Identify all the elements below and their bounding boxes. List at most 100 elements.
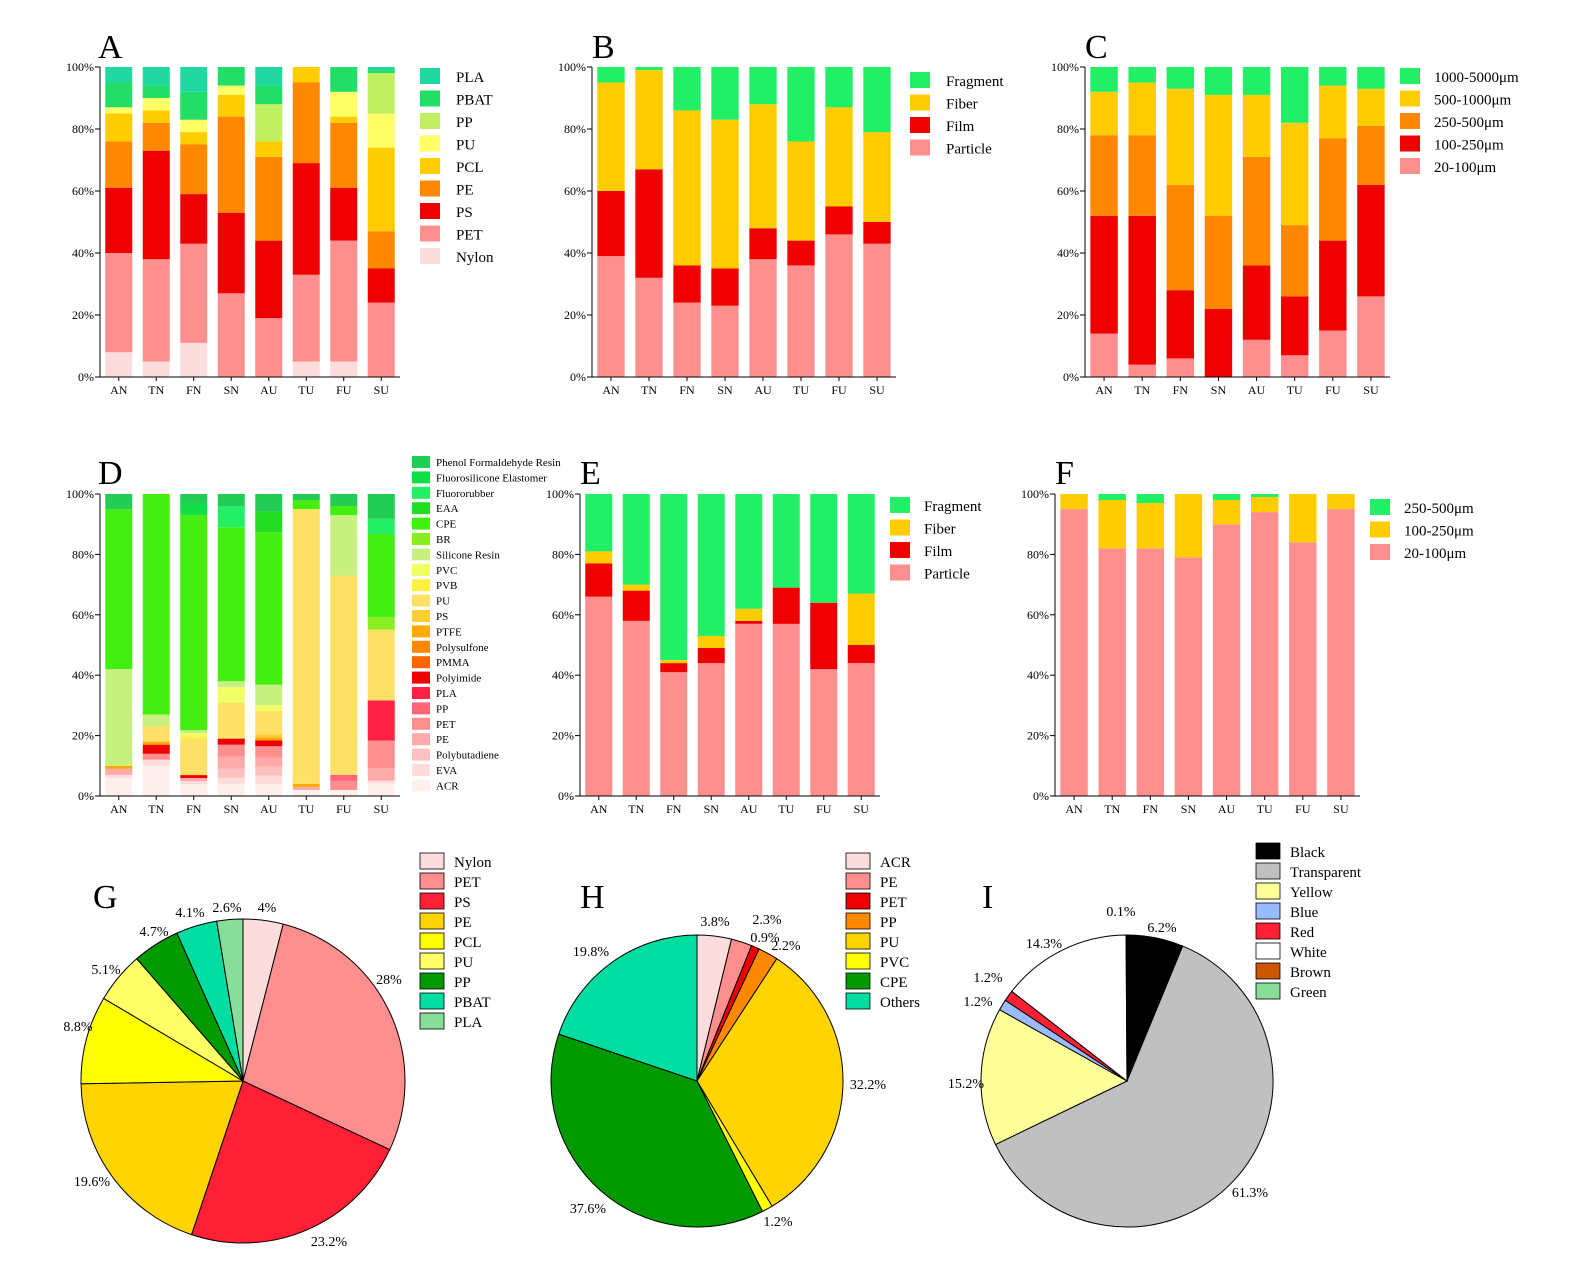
legend-label-500-1000-m: 500-1000μm <box>1434 93 1512 109</box>
bar-segment-particle-su <box>863 243 891 377</box>
bar-segment-pla-fn <box>180 67 208 92</box>
legend-swatch-silicone-resin <box>412 548 430 561</box>
bar-segment-fiber-an <box>597 82 625 191</box>
pie-label-yellow: 15.2% <box>948 1077 985 1092</box>
bar-segment-250-500-m-tu <box>1250 494 1279 498</box>
bar-segment-particle-fn <box>660 672 688 796</box>
bar-segment-fluorosilicone-elastomer-fn <box>180 502 208 515</box>
legend-swatch-particle <box>890 564 910 581</box>
x-tick-label: FU <box>1325 383 1341 397</box>
bar-segment-acr-sn <box>217 783 245 796</box>
panel-a: A AN TN FN SN AU TU FU SU 0% 20% 40% 60% 80% 100% PLA PB… <box>66 29 494 397</box>
x-tick-label: TN <box>628 802 644 816</box>
bar-segment-pet-fu <box>330 780 358 790</box>
y-tick-label: 40% <box>564 246 586 260</box>
bar-segment-pu-su <box>367 113 395 148</box>
bar-segment-20-100-m-fn <box>1166 358 1195 377</box>
bar-segment-film-tu <box>772 587 800 624</box>
legend-label-fragment: Fragment <box>924 499 982 515</box>
legend-swatch-pet <box>420 225 440 242</box>
bar-segment-particle-an <box>585 596 613 796</box>
x-tick-label: TN <box>148 383 164 397</box>
x-tick-label: TN <box>148 802 164 816</box>
bar-segment-phenol-formaldehyde-resin-su <box>367 494 395 519</box>
legend-label-pet: PET <box>456 228 483 244</box>
legend-label-ps: PS <box>454 895 471 911</box>
panel-letter: A <box>98 29 123 66</box>
bar-segment-film-an <box>597 191 625 257</box>
bar-segment-20-100-m-su <box>1357 296 1385 377</box>
x-tick-label: FU <box>816 802 832 816</box>
bar-segment-100-250-m-sn <box>1174 494 1203 558</box>
bar-segment-pu-fn <box>180 119 208 133</box>
bar-segment-pu-an <box>105 107 133 114</box>
bar-segment-pe-an <box>105 768 133 775</box>
bar-segment-film-fn <box>673 265 701 303</box>
bar-segment-pbat-fn <box>180 91 208 120</box>
legend-label-fiber: Fiber <box>946 97 978 113</box>
legend-label-pvc: PVC <box>880 955 909 971</box>
bar-segment-20-100-m-au <box>1212 524 1241 796</box>
pie-label-acr: 3.8% <box>700 915 730 930</box>
legend-label-250-500-m: 250-500μm <box>1434 115 1504 131</box>
legend-swatch-green <box>1255 982 1281 1000</box>
pie-label-pp: 4.7% <box>139 925 169 940</box>
legend-label-100-250-m: 100-250μm <box>1434 138 1504 154</box>
legend-label-pe: PE <box>454 915 472 931</box>
bar-segment-ptfe-au <box>255 737 283 741</box>
bar-segment-eva-fn <box>180 781 208 785</box>
pie-slice-pe <box>80 1080 244 1236</box>
bar-segment-particle-tn <box>622 620 650 796</box>
legend-swatch-fragment <box>910 72 930 88</box>
panel-letter: G <box>93 879 118 916</box>
legend-swatch-ps <box>420 203 440 219</box>
bar-segment-100-250-m-fn <box>1136 503 1165 549</box>
bar-segment-fluororubber-sn <box>217 506 245 528</box>
bar-segment-500-1000-m-fn <box>1166 88 1195 185</box>
bar-segment-pe-an <box>105 141 133 188</box>
pie-label-pu: 32.2% <box>850 1078 887 1093</box>
bar-segment-phenol-formaldehyde-resin-fn <box>180 494 208 503</box>
panel-letter: B <box>592 29 615 66</box>
bar-segment-ps-an <box>105 187 133 253</box>
legend-swatch-20-100-m <box>1370 544 1390 560</box>
x-tick-label: SN <box>704 802 720 816</box>
bar-segment-ps-fu <box>330 187 358 241</box>
bar-segment-pbat-au <box>255 85 283 105</box>
bar-segment-fragment-fu <box>825 67 853 108</box>
bar-segment-pe-tu <box>292 786 320 790</box>
legend-label-pe: PE <box>880 875 898 891</box>
y-tick-label: 80% <box>552 547 574 561</box>
legend-swatch-yellow <box>1255 882 1281 900</box>
bar-segment-pbat-su <box>367 70 395 74</box>
bar-segment-nylon-tu <box>292 361 320 377</box>
bar-segment-pu-tu <box>292 509 320 784</box>
x-tick-label: AU <box>260 383 278 397</box>
pie-slice-pcl <box>80 997 245 1085</box>
bar-segment-20-100-m-tn <box>1128 364 1156 377</box>
x-tick-label: AN <box>1065 802 1083 816</box>
legend-label-pp: PP <box>454 975 471 991</box>
bar-segment-pu-au <box>255 710 283 735</box>
y-tick-label: 40% <box>552 668 574 682</box>
pie-slice-ps <box>190 1080 391 1244</box>
bar-segment-nylon-fn <box>180 342 208 377</box>
x-tick-label: SN <box>717 383 733 397</box>
bar-segment-1000-5000-m-au <box>1242 67 1271 95</box>
x-tick-label: FN <box>666 802 682 816</box>
legend-label-polyimide: Polyimide <box>436 673 481 685</box>
panel-g: G 4% 28% 23.2% 19.6% 8.8% 5.1% 4.7% 4.1% 2.6% Nylo… <box>63 852 492 1250</box>
panel-letter: C <box>1085 29 1108 66</box>
bar-segment-ps-tu <box>292 163 320 275</box>
legend-label-pet: PET <box>880 895 907 911</box>
pie-label-ps: 23.2% <box>311 1235 348 1250</box>
bar-segment-phenol-formaldehyde-resin-sn <box>217 494 245 507</box>
bar-segment-100-250-m-au <box>1242 265 1271 340</box>
bar-segment-pet-au <box>255 746 283 758</box>
legend-label-pbat: PBAT <box>456 93 493 109</box>
bar-segment-pvc-sn <box>217 687 245 703</box>
legend-label-blue: Blue <box>1290 905 1319 921</box>
bar-segment-particle-su <box>847 663 875 796</box>
bar-segment-silicone-resin-au <box>255 684 283 706</box>
